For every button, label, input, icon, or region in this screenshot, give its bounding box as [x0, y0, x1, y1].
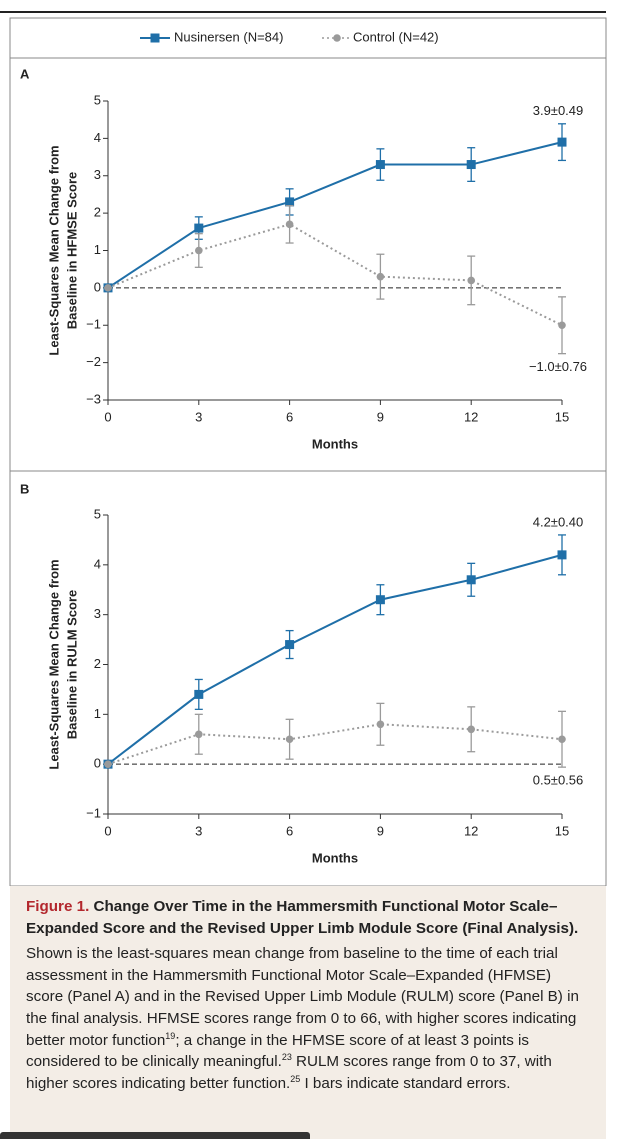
reference: 19 — [165, 1030, 176, 1041]
x-tick-label: 0 — [104, 409, 111, 424]
caption: Figure 1. Change Over Time in the Hammer… — [10, 886, 606, 1139]
y-tick-label: 4 — [94, 556, 101, 571]
marker — [467, 276, 476, 285]
y-tick-label: 3 — [94, 606, 101, 621]
reference: 25 — [290, 1073, 301, 1084]
marker — [195, 246, 203, 255]
x-tick-label: 12 — [464, 823, 478, 838]
scroll-bar — [0, 1132, 310, 1139]
marker — [285, 640, 295, 650]
marker — [376, 272, 385, 281]
marker — [104, 284, 112, 292]
legend-label: Nusinersen (N=84) — [174, 29, 283, 44]
x-tick-label: 3 — [195, 823, 202, 838]
caption-text: Shown is the least-squares mean change f… — [26, 945, 579, 1049]
marker — [195, 730, 203, 739]
y-axis-title: Least-Squares Mean Change from — [46, 559, 61, 769]
legend-marker — [333, 34, 341, 42]
y-tick-label: −1 — [86, 805, 101, 820]
x-tick-label: 0 — [104, 823, 111, 838]
marker — [285, 197, 295, 207]
marker — [558, 735, 566, 744]
marker — [375, 595, 385, 605]
caption-label: Figure 1. — [26, 898, 90, 915]
marker — [194, 689, 204, 699]
x-tick-label: 9 — [377, 409, 384, 424]
y-tick-label: −3 — [86, 391, 101, 406]
marker — [376, 720, 385, 729]
x-axis-title: Months — [312, 436, 358, 451]
y-axis-title: Baseline in RULM Score — [64, 590, 79, 740]
marker — [285, 220, 294, 229]
x-tick-label: 6 — [286, 823, 293, 838]
figure: Nusinersen (N=84) Control (N=42)A−3−2−101… — [0, 11, 607, 886]
caption-text: I bars indicate standard errors. — [300, 1074, 511, 1092]
series-line — [107, 223, 563, 327]
y-tick-label: −1 — [86, 317, 101, 332]
y-tick-label: 5 — [94, 506, 101, 521]
series-line — [107, 723, 563, 766]
marker — [557, 550, 567, 560]
y-tick-label: 1 — [94, 706, 101, 721]
legend-label: Control (N=42) — [353, 29, 439, 44]
y-tick-label: −2 — [86, 354, 101, 369]
frame — [9, 17, 607, 886]
x-axis-title: Months — [312, 850, 358, 865]
panel-label: B — [20, 481, 29, 496]
y-tick-label: 2 — [94, 205, 101, 220]
y-tick-label: 2 — [94, 656, 101, 671]
y-tick-label: 5 — [94, 92, 101, 107]
reference: 23 — [281, 1052, 292, 1063]
end-label: 0.5±0.56 — [533, 773, 584, 788]
x-tick-label: 3 — [195, 409, 202, 424]
series-line — [107, 141, 563, 289]
y-axis-title: Baseline in HFMSE Score — [64, 172, 79, 330]
marker — [194, 223, 204, 233]
x-tick-label: 12 — [464, 409, 478, 424]
y-tick-label: 3 — [94, 167, 101, 182]
x-tick-label: 9 — [377, 823, 384, 838]
y-tick-label: 0 — [94, 756, 101, 771]
caption-text: RULM scores range from 0 to 37, with hig… — [26, 1053, 552, 1092]
y-tick-label: 0 — [94, 279, 101, 294]
caption-body: Shown is the least-squares mean change f… — [26, 943, 592, 1094]
marker — [467, 725, 476, 734]
caption-text: ; a change in the HFMSE score of at leas… — [26, 1031, 530, 1071]
marker — [375, 160, 385, 170]
marker — [466, 575, 476, 585]
marker — [557, 137, 567, 147]
series-line — [107, 553, 563, 765]
end-label: 4.2±0.40 — [533, 514, 584, 529]
legend-marker — [150, 33, 160, 43]
y-tick-label: 1 — [94, 242, 101, 257]
x-tick-label: 6 — [286, 409, 293, 424]
caption-title: Change Over Time in the Hammersmith Func… — [26, 898, 579, 937]
panel-label: A — [20, 66, 30, 81]
x-tick-label: 15 — [555, 823, 569, 838]
end-label: −1.0±0.76 — [529, 359, 587, 374]
marker — [558, 321, 566, 330]
marker — [285, 735, 294, 744]
marker — [466, 160, 476, 170]
end-label: 3.9±0.49 — [533, 103, 584, 118]
y-axis-title: Least-Squares Mean Change from — [46, 145, 61, 355]
x-tick-label: 15 — [555, 409, 569, 424]
y-tick-label: 4 — [94, 130, 101, 145]
marker — [104, 760, 112, 768]
